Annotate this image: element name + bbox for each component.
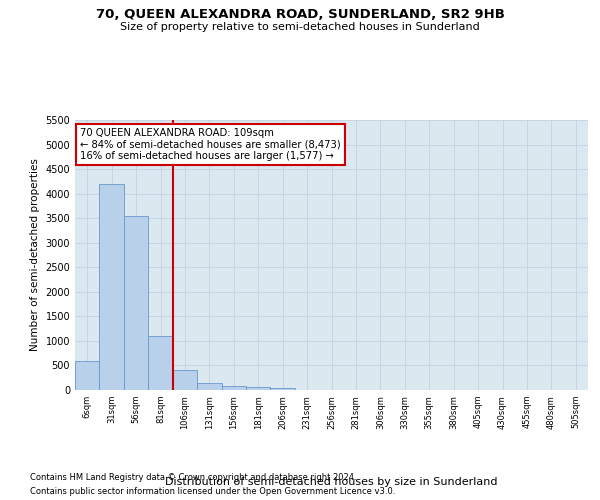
Bar — [100, 184, 124, 390]
Bar — [148, 336, 173, 390]
Y-axis label: Number of semi-detached properties: Number of semi-detached properties — [30, 158, 40, 352]
Bar — [197, 382, 221, 390]
Text: Size of property relative to semi-detached houses in Sunderland: Size of property relative to semi-detach… — [120, 22, 480, 32]
Text: 70 QUEEN ALEXANDRA ROAD: 109sqm
← 84% of semi-detached houses are smaller (8,473: 70 QUEEN ALEXANDRA ROAD: 109sqm ← 84% of… — [80, 128, 341, 162]
X-axis label: Distribution of semi-detached houses by size in Sunderland: Distribution of semi-detached houses by … — [165, 478, 498, 488]
Bar — [246, 387, 271, 390]
Text: 70, QUEEN ALEXANDRA ROAD, SUNDERLAND, SR2 9HB: 70, QUEEN ALEXANDRA ROAD, SUNDERLAND, SR… — [95, 8, 505, 20]
Bar — [124, 216, 148, 390]
Bar — [75, 360, 100, 390]
Text: Contains public sector information licensed under the Open Government Licence v3: Contains public sector information licen… — [30, 488, 395, 496]
Bar — [271, 388, 295, 390]
Bar — [173, 370, 197, 390]
Bar — [221, 386, 246, 390]
Text: Contains HM Land Registry data © Crown copyright and database right 2024.: Contains HM Land Registry data © Crown c… — [30, 472, 356, 482]
